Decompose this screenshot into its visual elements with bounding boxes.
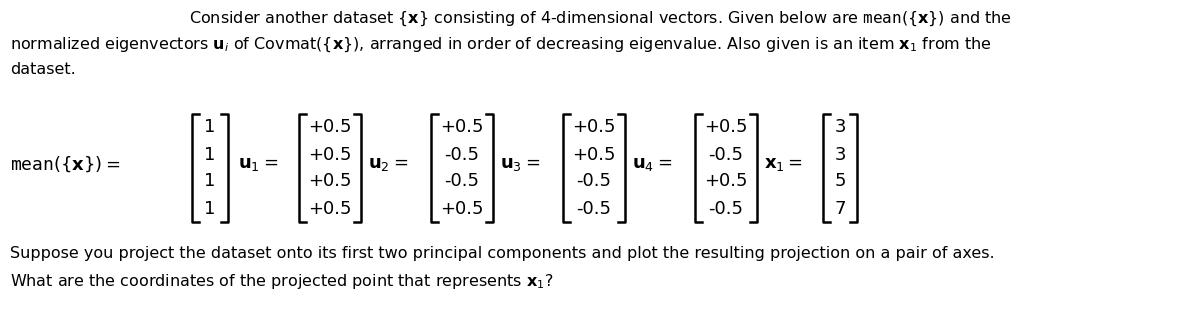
Text: dataset.: dataset.	[10, 62, 76, 77]
Text: +0.5: +0.5	[440, 119, 484, 136]
Text: $\mathbf{u}_4 =$: $\mathbf{u}_4 =$	[632, 155, 672, 173]
Text: $\mathbf{u}_1 =$: $\mathbf{u}_1 =$	[238, 155, 278, 173]
Text: -0.5: -0.5	[576, 200, 612, 217]
Text: $\mathtt{mean}(\{\mathbf{x}\}) =$: $\mathtt{mean}(\{\mathbf{x}\}) =$	[10, 154, 120, 174]
Text: What are the coordinates of the projected point that represents $\mathbf{x}_1$?: What are the coordinates of the projecte…	[10, 272, 553, 291]
Text: 5: 5	[834, 172, 846, 191]
Text: 7: 7	[834, 200, 846, 217]
Text: $\mathbf{u}_2 =$: $\mathbf{u}_2 =$	[368, 155, 408, 173]
Text: Suppose you project the dataset onto its first two principal components and plot: Suppose you project the dataset onto its…	[10, 246, 995, 261]
Text: -0.5: -0.5	[444, 145, 480, 164]
Text: normalized eigenvectors $\mathbf{u}_i$ of $\mathrm{Covmat}(\{\mathbf{x}\})$, arr: normalized eigenvectors $\mathbf{u}_i$ o…	[10, 36, 992, 54]
Text: $\mathbf{u}_3 =$: $\mathbf{u}_3 =$	[500, 155, 540, 173]
Text: +0.5: +0.5	[308, 145, 352, 164]
Text: +0.5: +0.5	[308, 119, 352, 136]
Text: $\mathbf{x}_1 =$: $\mathbf{x}_1 =$	[764, 155, 803, 173]
Text: 1: 1	[204, 200, 216, 217]
Text: 1: 1	[204, 119, 216, 136]
Text: +0.5: +0.5	[704, 119, 748, 136]
Text: 3: 3	[834, 119, 846, 136]
Text: +0.5: +0.5	[308, 172, 352, 191]
Text: +0.5: +0.5	[704, 172, 748, 191]
Text: 3: 3	[834, 145, 846, 164]
Text: -0.5: -0.5	[708, 200, 744, 217]
Text: Consider another dataset $\{\mathbf{x}\}$ consisting of 4-dimensional vectors. G: Consider another dataset $\{\mathbf{x}\}…	[188, 10, 1012, 29]
Text: 1: 1	[204, 145, 216, 164]
Text: +0.5: +0.5	[572, 119, 616, 136]
Text: +0.5: +0.5	[308, 200, 352, 217]
Text: -0.5: -0.5	[576, 172, 612, 191]
Text: -0.5: -0.5	[708, 145, 744, 164]
Text: 1: 1	[204, 172, 216, 191]
Text: -0.5: -0.5	[444, 172, 480, 191]
Text: +0.5: +0.5	[572, 145, 616, 164]
Text: +0.5: +0.5	[440, 200, 484, 217]
